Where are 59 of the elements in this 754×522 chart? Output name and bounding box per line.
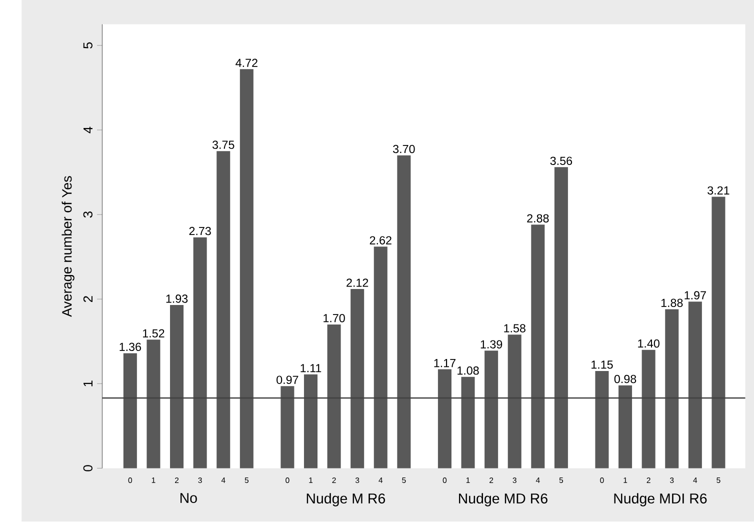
- bar: [508, 334, 522, 468]
- bar: [193, 238, 207, 468]
- y-tick-label: 0: [83, 465, 92, 472]
- data-label: 1.36: [120, 342, 142, 352]
- data-label: 2.12: [346, 278, 368, 287]
- data-label: 1.17: [434, 359, 456, 368]
- data-label: 1.11: [300, 364, 322, 372]
- data-label: 1.39: [480, 340, 502, 349]
- bar: [280, 386, 294, 468]
- data-label: 4.72: [236, 58, 258, 68]
- bar: [240, 69, 254, 468]
- data-label: 1.52: [143, 329, 164, 338]
- bar: [461, 377, 475, 468]
- bar: [438, 369, 452, 468]
- bar: [397, 156, 411, 468]
- data-label: 1.40: [638, 340, 660, 348]
- bar: [146, 340, 160, 468]
- bar: [216, 151, 230, 468]
- data-label: 1.93: [166, 294, 188, 303]
- bar: [327, 324, 341, 468]
- y-tick-label: 2: [83, 296, 92, 302]
- bar: [665, 309, 679, 468]
- y-tick-label: 1: [84, 380, 92, 386]
- y-tick-label: 5: [83, 42, 92, 49]
- data-label: 1.15: [592, 360, 613, 369]
- data-label: 3.70: [393, 145, 415, 154]
- x-tick-label: Nudge MD R6: [459, 493, 548, 507]
- bar: [618, 386, 632, 468]
- bar: [170, 305, 184, 468]
- y-tick-label: 4: [84, 126, 92, 134]
- data-label: 3.21: [708, 186, 730, 195]
- data-label: 2.73: [189, 227, 211, 236]
- x-tick-label: Nudge M R6: [306, 493, 386, 507]
- bar: [531, 224, 545, 468]
- data-label: 1.88: [661, 298, 683, 308]
- bar: [484, 350, 498, 468]
- data-label: 1.70: [324, 314, 345, 322]
- data-label: 0.98: [614, 375, 636, 384]
- bar: [350, 289, 364, 468]
- y-axis-title: Average number of Yes: [62, 176, 74, 318]
- data-label: 1.58: [504, 324, 526, 333]
- bar: [642, 350, 656, 468]
- bar: [688, 302, 702, 468]
- x-tick-label: Nudge MDI R6: [614, 493, 707, 507]
- data-label: 1.08: [458, 366, 479, 375]
- bar: [712, 196, 726, 468]
- bar: [554, 167, 568, 468]
- y-tick-label: 3: [83, 212, 92, 218]
- x-tick-label: No: [180, 493, 197, 504]
- bar: [595, 371, 609, 468]
- data-label: 3.75: [212, 140, 234, 150]
- data-label: 0.97: [276, 376, 298, 384]
- bar: [304, 374, 318, 468]
- data-label: 3.56: [550, 156, 572, 166]
- data-label: 2.62: [370, 236, 392, 245]
- data-label: 2.88: [527, 214, 549, 223]
- data-label: 1.97: [684, 291, 706, 300]
- bar: [374, 246, 388, 468]
- bar: [123, 353, 137, 468]
